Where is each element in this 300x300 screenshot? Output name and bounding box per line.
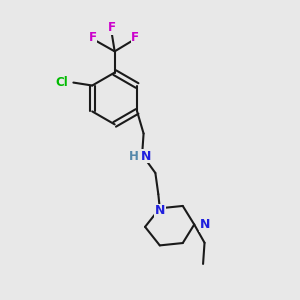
Text: N: N — [154, 204, 165, 217]
Text: N: N — [140, 150, 151, 163]
Text: F: F — [108, 21, 116, 34]
Text: N: N — [200, 218, 210, 231]
Text: F: F — [131, 31, 139, 44]
Text: H: H — [129, 150, 139, 163]
Text: Cl: Cl — [55, 76, 68, 89]
Text: F: F — [89, 31, 97, 44]
